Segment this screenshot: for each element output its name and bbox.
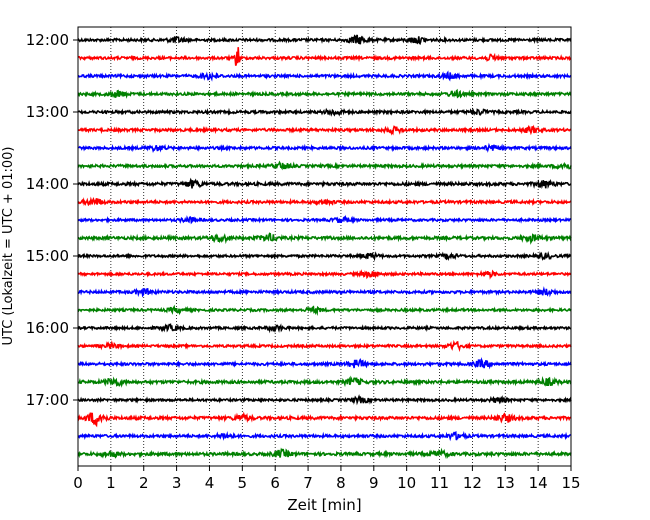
x-tick-label: 0 — [73, 474, 83, 492]
trace-line — [77, 160, 572, 171]
x-tick-label: 3 — [172, 474, 182, 492]
trace-line — [77, 375, 572, 388]
y-tick-label: 14:00 — [26, 175, 69, 193]
y-tick-label: 17:00 — [26, 391, 69, 409]
trace-line — [77, 34, 572, 46]
x-tick-label: 14 — [529, 474, 548, 492]
x-tick-label: 7 — [303, 474, 313, 492]
x-tick-label: 8 — [336, 474, 346, 492]
trace-line — [77, 447, 572, 460]
trace-line — [77, 177, 572, 190]
trace-line — [77, 269, 572, 280]
trace-line — [77, 430, 572, 442]
trace-line — [77, 47, 572, 66]
trace-group — [77, 34, 572, 460]
x-axis: 0 1 2 3 4 5 6 7 8 9 10 11 12 13 14 15 — [73, 466, 581, 492]
y-tick-label: 13:00 — [26, 103, 69, 121]
grid-lines — [110, 27, 539, 466]
trace-line — [77, 323, 572, 334]
trace-line — [77, 394, 572, 406]
trace-line — [77, 88, 572, 99]
trace-line — [77, 286, 572, 298]
x-tick-label: 13 — [496, 474, 515, 492]
x-tick-label: 6 — [270, 474, 280, 492]
trace-line — [77, 339, 572, 353]
y-tick-label: 16:00 — [26, 319, 69, 337]
x-tick-label: 4 — [205, 474, 215, 492]
y-axis-label: UTC (Lokalzeit = UTC + 01:00) — [1, 147, 16, 346]
x-tick-label: 11 — [430, 474, 449, 492]
x-tick-label: 12 — [463, 474, 482, 492]
x-tick-label: 5 — [238, 474, 248, 492]
trace-line — [77, 124, 572, 136]
x-axis-label: Zeit [min] — [287, 496, 361, 514]
trace-line — [77, 357, 572, 370]
y-axis: 12:00 13:00 14:00 15:00 16:00 17:00 — [26, 31, 78, 409]
x-tick-label: 2 — [139, 474, 149, 492]
y-tick-label: 12:00 — [26, 31, 69, 49]
y-tick-label: 15:00 — [26, 247, 69, 265]
plot-frame — [77, 26, 572, 467]
x-tick-label: 1 — [106, 474, 116, 492]
trace-line — [77, 304, 572, 317]
trace-line — [77, 232, 572, 245]
trace-line — [77, 107, 572, 117]
x-tick-label: 10 — [397, 474, 416, 492]
trace-line — [77, 196, 572, 207]
trace-line — [77, 214, 572, 225]
trace-line — [77, 411, 572, 428]
x-tick-label: 9 — [369, 474, 379, 492]
trace-line — [77, 70, 572, 82]
trace-line — [77, 142, 572, 154]
x-tick-label: 15 — [561, 474, 580, 492]
trace-line — [77, 250, 572, 262]
